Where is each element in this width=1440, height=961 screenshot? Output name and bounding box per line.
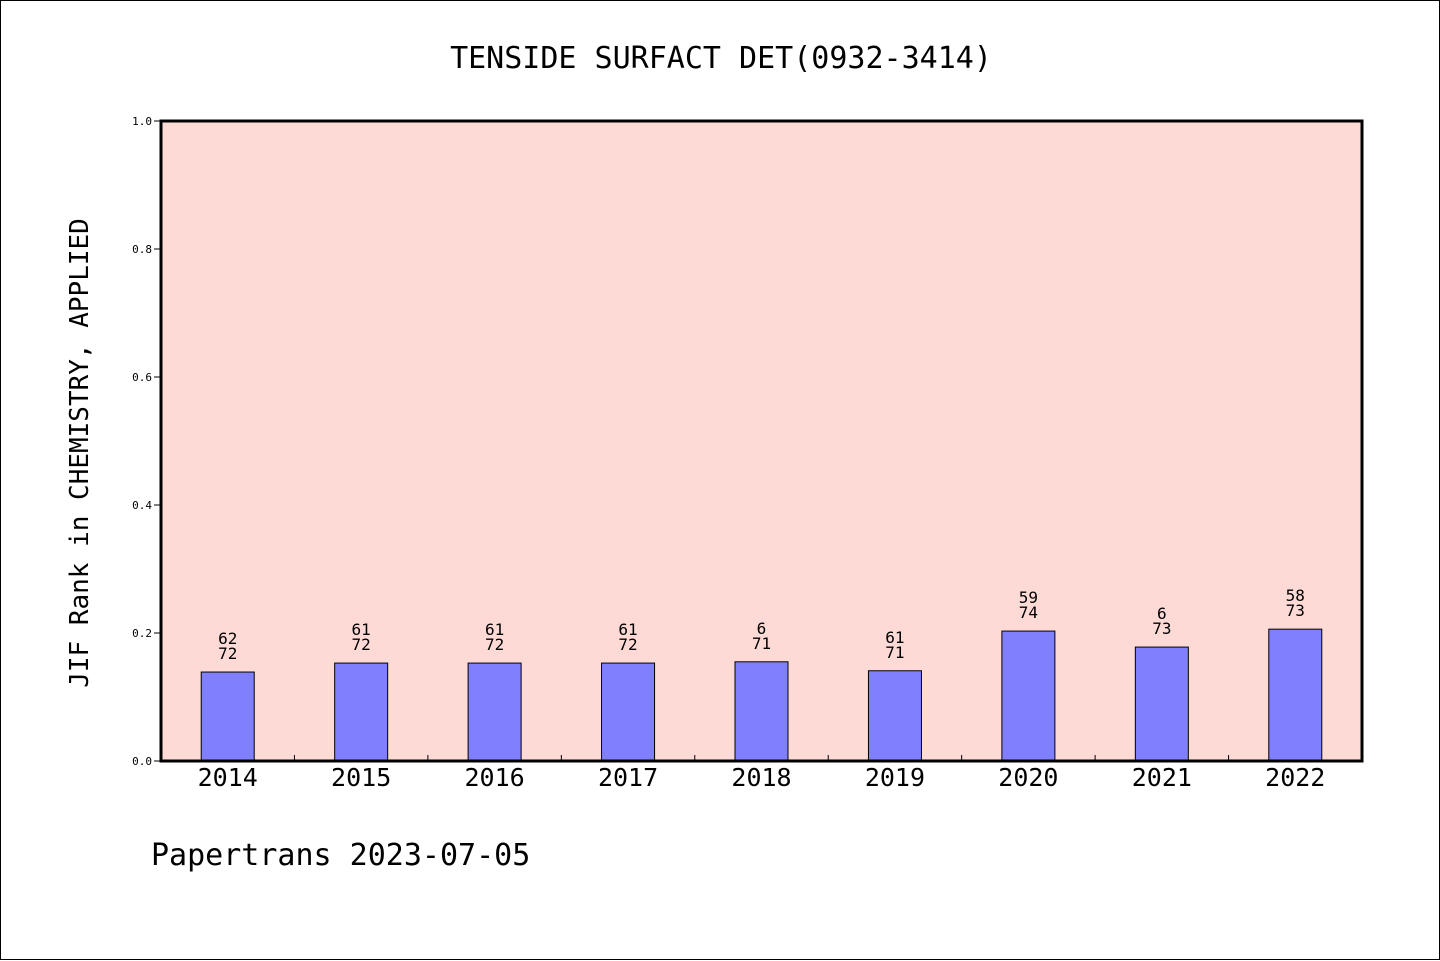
chart-title: TENSIDE SURFACT DET(0932-3414) — [450, 41, 992, 76]
x-tick-label: 2020 — [998, 763, 1058, 792]
x-tick-label: 2021 — [1132, 763, 1192, 792]
y-axis-label: JIF Rank in CHEMISTRY, APPLIED — [65, 218, 95, 688]
y-tick-label: 1.0 — [132, 115, 152, 128]
bar — [1001, 630, 1056, 762]
x-tick-label: 2016 — [465, 763, 525, 792]
bar — [601, 662, 656, 762]
y-tick-label: 0.4 — [132, 499, 152, 512]
bar — [1268, 628, 1323, 762]
bar-label-rank: 61 — [618, 620, 637, 639]
bar-label-rank: 6 — [757, 619, 767, 638]
bar-label-rank: 61 — [485, 620, 504, 639]
bar-label-rank: 6 — [1157, 604, 1167, 623]
footer-text: Papertrans 2023-07-05 — [151, 838, 530, 873]
bar-label-rank: 58 — [1286, 586, 1305, 605]
bar-label-total: 73 — [1286, 601, 1305, 620]
x-tick-label: 2014 — [198, 763, 258, 792]
bar-label-rank: 61 — [885, 628, 904, 647]
bar-label-rank: 61 — [352, 620, 371, 639]
y-tick-label: 0.2 — [132, 627, 152, 640]
bar — [734, 661, 789, 762]
bar-label-total: 71 — [885, 643, 904, 662]
bar-label-total: 72 — [218, 644, 237, 663]
bar-label-rank: 62 — [218, 629, 237, 648]
bar — [1134, 646, 1189, 762]
bar-label-total: 72 — [352, 635, 371, 654]
x-tick-label: 2019 — [865, 763, 925, 792]
x-tick-label: 2017 — [598, 763, 658, 792]
x-tick-label: 2022 — [1265, 763, 1325, 792]
bar-label-rank: 59 — [1019, 588, 1038, 607]
bar — [334, 662, 389, 762]
bar — [467, 662, 522, 762]
bar — [200, 671, 255, 762]
bar-label-total: 74 — [1019, 603, 1038, 622]
bar-label-total: 72 — [618, 635, 637, 654]
x-tick-label: 2015 — [331, 763, 391, 792]
y-tick-label: 0.8 — [132, 243, 152, 256]
y-tick-label: 0.0 — [132, 755, 152, 768]
bar-label-total: 71 — [752, 634, 771, 653]
bar — [867, 670, 922, 762]
ticks-layer: 0.0 0.2 0.4 0.6 0.8 1.0 2014 2015 2016 2017 2018 20… — [132, 115, 1363, 792]
y-tick-label: 0.6 — [132, 371, 152, 384]
bar-label-total: 72 — [485, 635, 504, 654]
bar-label-total: 73 — [1152, 619, 1171, 638]
plot-frame — [159, 119, 1364, 763]
x-tick-label: 2018 — [731, 763, 791, 792]
